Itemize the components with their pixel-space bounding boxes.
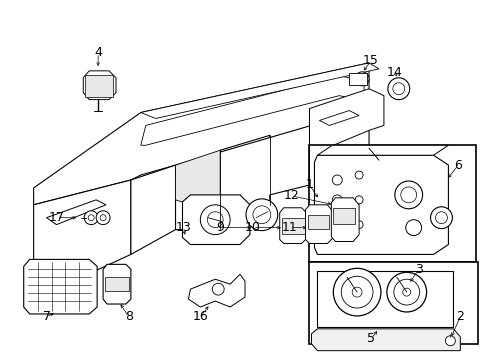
Text: 1: 1 xyxy=(305,179,313,192)
Text: 16: 16 xyxy=(192,310,208,323)
Circle shape xyxy=(394,181,422,209)
Polygon shape xyxy=(103,264,131,304)
Bar xyxy=(309,145,475,262)
Polygon shape xyxy=(279,208,307,243)
Circle shape xyxy=(333,268,380,316)
Polygon shape xyxy=(83,71,116,100)
Text: 15: 15 xyxy=(362,54,378,67)
Text: 13: 13 xyxy=(175,221,191,234)
Polygon shape xyxy=(34,180,131,277)
Bar xyxy=(309,262,477,344)
Polygon shape xyxy=(24,260,97,314)
Circle shape xyxy=(435,212,447,224)
Text: 10: 10 xyxy=(244,221,260,234)
Circle shape xyxy=(393,279,419,305)
Polygon shape xyxy=(309,89,383,155)
Polygon shape xyxy=(188,274,244,307)
Circle shape xyxy=(405,220,421,235)
Bar xyxy=(105,277,129,291)
Text: 3: 3 xyxy=(414,263,422,276)
Text: 9: 9 xyxy=(216,221,224,234)
Circle shape xyxy=(212,283,224,295)
Bar xyxy=(307,215,328,229)
Circle shape xyxy=(445,336,454,346)
Polygon shape xyxy=(141,76,364,145)
Bar xyxy=(85,75,113,96)
Polygon shape xyxy=(317,271,452,327)
Polygon shape xyxy=(182,195,249,244)
Circle shape xyxy=(332,215,342,225)
Text: 12: 12 xyxy=(283,189,299,202)
Circle shape xyxy=(429,207,451,229)
Circle shape xyxy=(200,205,230,235)
Polygon shape xyxy=(175,109,368,230)
Circle shape xyxy=(84,211,98,225)
Polygon shape xyxy=(175,150,220,208)
Polygon shape xyxy=(141,63,378,118)
Polygon shape xyxy=(34,63,368,205)
Circle shape xyxy=(402,288,410,296)
Text: 4: 4 xyxy=(94,46,102,59)
Bar xyxy=(333,208,354,224)
Polygon shape xyxy=(305,205,333,243)
Polygon shape xyxy=(331,198,358,242)
Circle shape xyxy=(332,175,342,185)
Circle shape xyxy=(252,206,270,224)
Circle shape xyxy=(100,215,106,221)
Circle shape xyxy=(354,171,362,179)
Circle shape xyxy=(341,276,372,308)
Polygon shape xyxy=(46,200,106,225)
Text: 7: 7 xyxy=(42,310,50,323)
Polygon shape xyxy=(317,145,447,155)
Circle shape xyxy=(354,196,362,204)
Text: 6: 6 xyxy=(453,159,461,172)
Circle shape xyxy=(245,199,277,231)
Circle shape xyxy=(207,212,223,228)
Bar xyxy=(348,73,366,85)
Circle shape xyxy=(354,221,362,229)
Circle shape xyxy=(88,215,94,221)
Circle shape xyxy=(392,83,404,95)
Polygon shape xyxy=(314,155,447,255)
Circle shape xyxy=(387,78,409,100)
Circle shape xyxy=(386,272,426,312)
Text: 5: 5 xyxy=(366,332,374,345)
Text: 17: 17 xyxy=(48,211,64,224)
Circle shape xyxy=(400,187,416,203)
Circle shape xyxy=(351,287,361,297)
Text: 8: 8 xyxy=(124,310,133,323)
Circle shape xyxy=(354,72,368,86)
Text: 11: 11 xyxy=(281,221,297,234)
Polygon shape xyxy=(311,329,459,351)
Bar xyxy=(281,218,305,234)
Polygon shape xyxy=(319,111,358,125)
Text: 14: 14 xyxy=(386,66,402,79)
Text: 2: 2 xyxy=(455,310,463,323)
Polygon shape xyxy=(131,165,175,255)
Circle shape xyxy=(332,195,342,205)
Circle shape xyxy=(96,211,110,225)
Circle shape xyxy=(357,75,366,83)
